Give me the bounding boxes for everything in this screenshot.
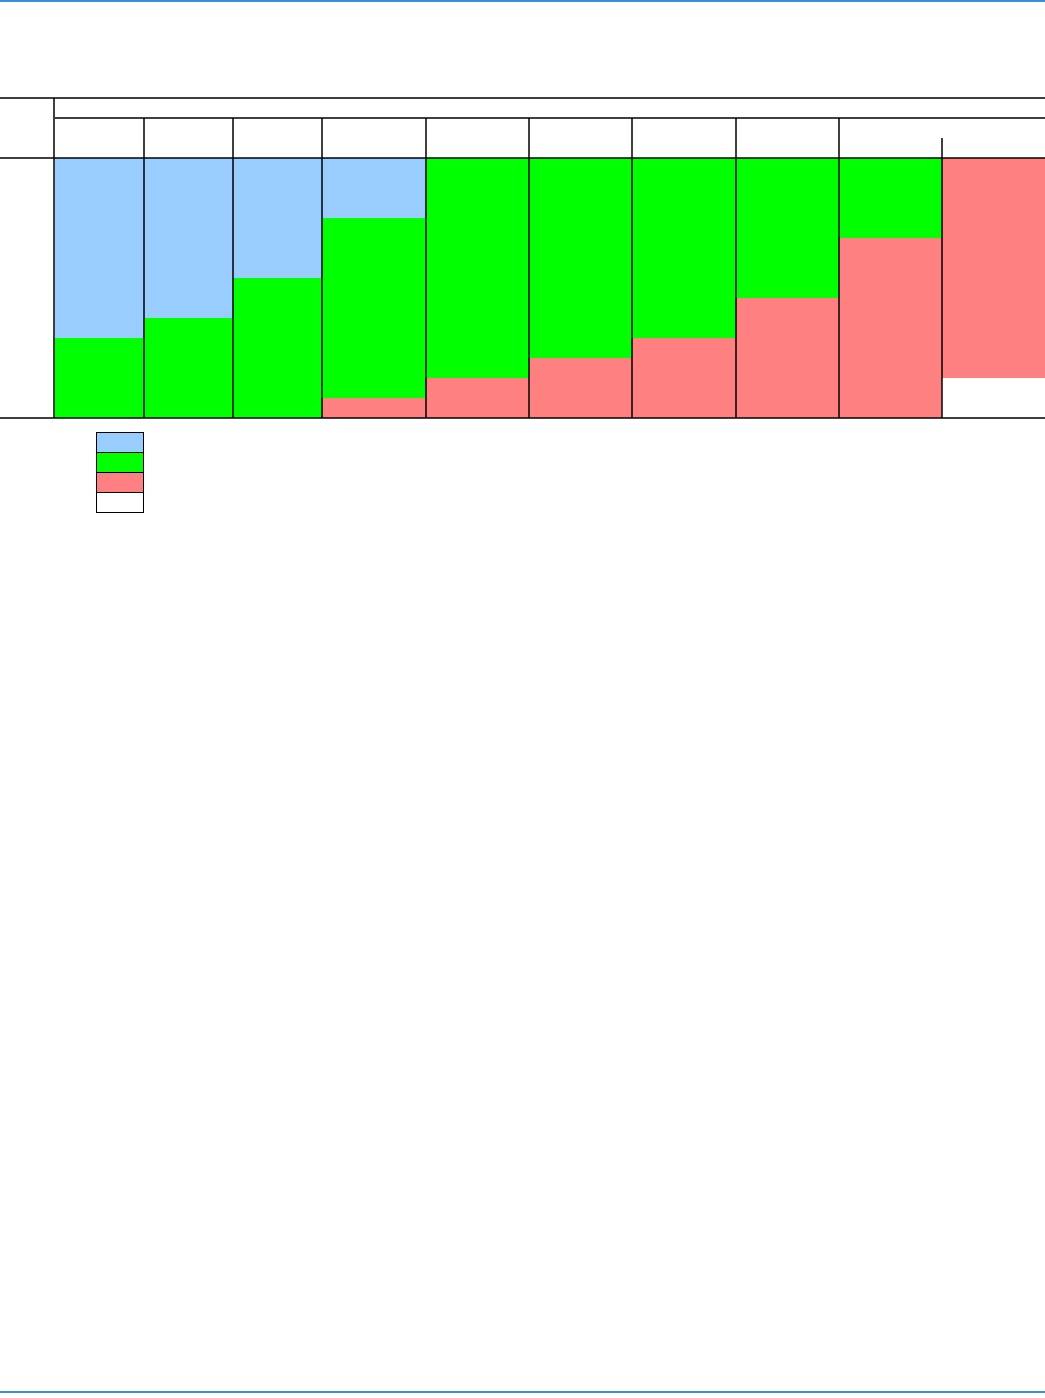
legend-swatch xyxy=(96,472,144,493)
bar-segment xyxy=(233,278,322,418)
bar-segment xyxy=(942,378,1045,418)
bar-segment xyxy=(632,338,736,418)
bar-segment xyxy=(942,158,1045,378)
bar-segment xyxy=(55,338,144,418)
legend xyxy=(96,432,144,513)
bar-segment xyxy=(736,158,839,298)
bar-segment xyxy=(426,158,529,378)
bar-segment xyxy=(529,158,632,358)
bar-segment xyxy=(529,358,632,418)
bar-segment xyxy=(144,318,233,418)
bar-segment xyxy=(632,158,736,338)
bar-segment xyxy=(839,158,942,238)
bar-segment xyxy=(322,398,426,418)
bar-segment xyxy=(322,218,426,398)
legend-swatch xyxy=(96,492,144,513)
table-frame xyxy=(0,97,1045,419)
legend-swatch xyxy=(96,432,144,453)
bar-segment xyxy=(322,158,426,218)
bar-segment xyxy=(839,238,942,418)
bar-segment xyxy=(426,378,529,418)
bar-segment xyxy=(144,158,233,318)
plot xyxy=(55,158,1045,418)
bar-segment xyxy=(736,298,839,418)
bar-segment xyxy=(55,158,144,338)
bar-segment xyxy=(233,158,322,278)
legend-swatch xyxy=(96,452,144,473)
